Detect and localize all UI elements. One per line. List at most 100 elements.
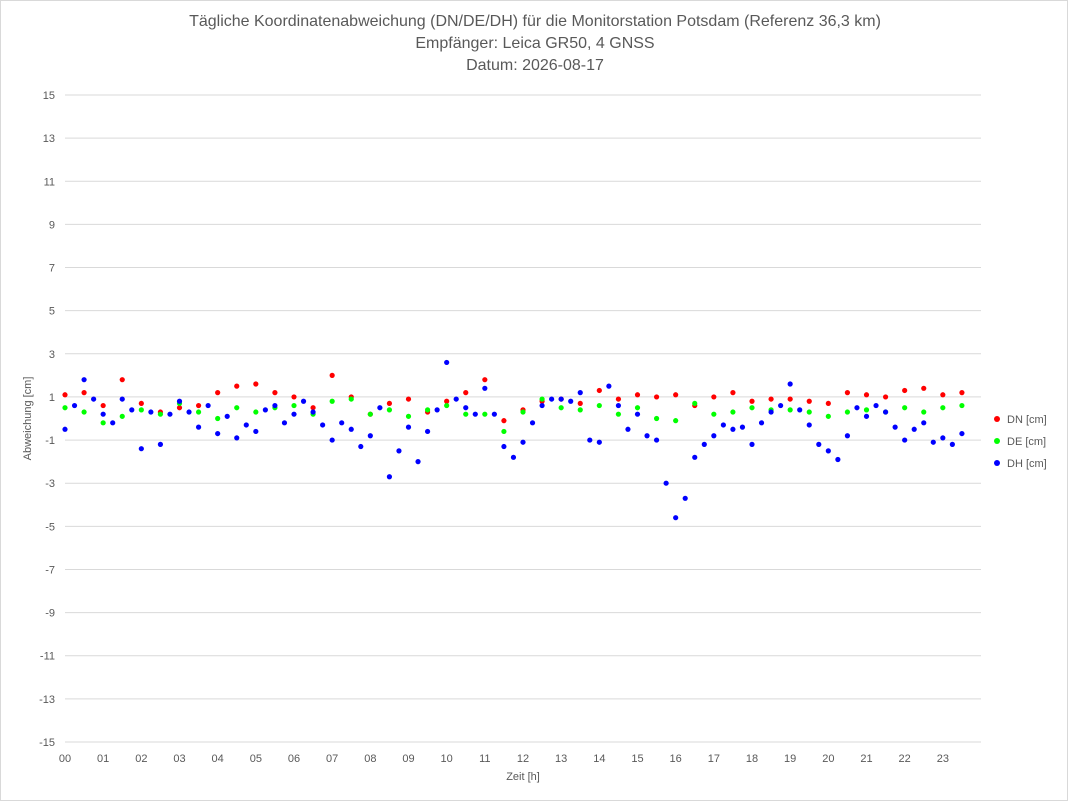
point-dh xyxy=(692,454,698,460)
point-de xyxy=(844,409,851,415)
y-tick-label: -7 xyxy=(45,564,55,576)
point-dh xyxy=(358,443,364,450)
point-de xyxy=(157,411,164,417)
point-dh xyxy=(81,377,87,383)
point-dh xyxy=(129,407,135,413)
point-dn xyxy=(310,405,316,411)
x-tick-label: 10 xyxy=(441,753,453,765)
point-dn xyxy=(291,394,297,400)
point-dn xyxy=(615,396,622,402)
y-tick-label: -11 xyxy=(40,651,55,663)
point-dh xyxy=(549,396,555,402)
point-dn xyxy=(444,398,450,404)
x-tick-label: 01 xyxy=(97,753,109,765)
point-dh xyxy=(463,405,469,411)
point-dh xyxy=(606,383,612,389)
y-tick-label: -9 xyxy=(45,608,55,620)
point-de xyxy=(291,402,297,409)
point-dh xyxy=(520,439,526,445)
legend-marker xyxy=(994,438,1000,444)
chart-subtitle: Empfänger: Leica GR50, 4 GNSS xyxy=(415,35,655,52)
point-dh xyxy=(797,407,803,413)
point-dh xyxy=(711,433,717,439)
point-dn xyxy=(634,392,641,398)
point-dh xyxy=(882,409,889,415)
point-dn xyxy=(749,398,755,404)
point-dh xyxy=(272,402,278,409)
point-dn xyxy=(940,392,946,398)
point-dh xyxy=(300,398,307,404)
point-dn xyxy=(234,383,240,389)
legend-label: DN [cm] xyxy=(1007,414,1047,426)
point-dn xyxy=(253,381,259,387)
point-dh xyxy=(291,411,297,417)
point-dh xyxy=(234,435,240,441)
y-tick-label: 5 xyxy=(49,306,55,318)
point-dh xyxy=(701,441,707,447)
point-dh xyxy=(749,441,755,447)
y-tick-label: 15 xyxy=(43,90,55,102)
point-dh xyxy=(787,381,793,387)
x-tick-label: 04 xyxy=(212,753,224,765)
x-tick-label: 14 xyxy=(593,753,605,765)
point-dn xyxy=(272,390,278,396)
point-de xyxy=(424,407,431,413)
point-dh xyxy=(262,407,268,413)
y-tick-label: 13 xyxy=(43,133,55,145)
point-dh xyxy=(205,402,211,409)
point-de xyxy=(825,413,831,419)
x-tick-label: 23 xyxy=(937,753,949,765)
point-dh xyxy=(320,422,326,428)
point-dh xyxy=(377,405,383,411)
point-dh xyxy=(634,411,641,417)
point-dh xyxy=(396,448,402,454)
point-de xyxy=(634,405,641,411)
point-dh xyxy=(157,441,164,447)
point-de xyxy=(539,396,545,402)
point-de xyxy=(234,405,240,411)
x-tick-label: 00 xyxy=(59,753,71,765)
point-dh xyxy=(444,359,450,366)
point-dn xyxy=(596,387,602,394)
x-tick-label: 08 xyxy=(364,753,376,765)
point-dh xyxy=(348,426,354,432)
point-dh xyxy=(758,420,765,426)
point-de xyxy=(329,398,335,404)
point-dh xyxy=(434,407,440,413)
point-de xyxy=(940,405,946,411)
point-dh xyxy=(367,433,373,439)
x-tick-label: 13 xyxy=(555,753,567,765)
point-dh xyxy=(825,448,831,454)
point-dn xyxy=(959,390,965,396)
point-dh xyxy=(902,437,908,443)
point-de xyxy=(81,409,87,415)
point-dn xyxy=(844,390,851,396)
point-dn xyxy=(463,390,469,396)
y-tick-label: 9 xyxy=(49,219,55,231)
point-dh xyxy=(673,515,679,521)
point-dh xyxy=(816,441,822,447)
point-de xyxy=(100,420,106,426)
x-tick-label: 19 xyxy=(784,753,796,765)
point-de xyxy=(653,415,660,422)
point-dh xyxy=(386,474,393,480)
point-dh xyxy=(529,420,536,426)
point-dh xyxy=(949,441,955,447)
point-dh xyxy=(472,411,478,417)
point-dh xyxy=(148,409,154,415)
point-dh xyxy=(176,398,183,404)
point-dh xyxy=(596,439,602,445)
legend-marker xyxy=(994,416,1000,422)
point-de xyxy=(253,409,259,415)
point-de xyxy=(138,407,144,413)
point-dn xyxy=(62,392,68,398)
x-tick-label: 15 xyxy=(631,753,643,765)
point-dh xyxy=(663,480,669,486)
point-de xyxy=(806,409,812,415)
point-dh xyxy=(844,433,851,439)
y-tick-label: -1 xyxy=(45,435,55,447)
point-de xyxy=(673,418,679,424)
point-dn xyxy=(653,394,660,400)
point-dh xyxy=(195,424,202,430)
point-dh xyxy=(167,411,173,417)
